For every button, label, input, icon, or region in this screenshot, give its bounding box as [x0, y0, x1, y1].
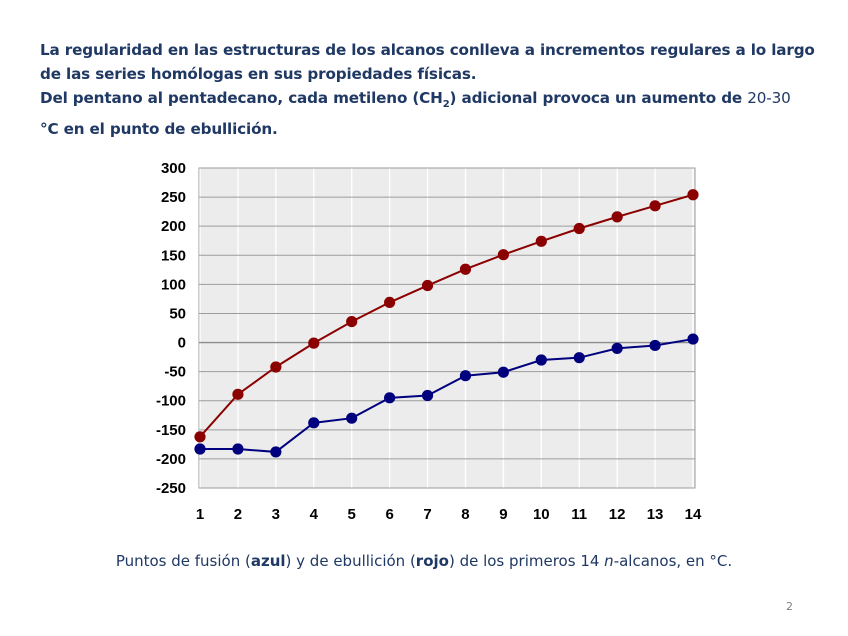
- intro-line-2-a: Del pentano al pentadecano, cada metilen…: [40, 89, 443, 107]
- y-tick-label: 200: [161, 218, 186, 235]
- y-tick-label: -200: [156, 451, 186, 468]
- series-1-point: [497, 249, 509, 261]
- y-tick-label: -250: [156, 480, 186, 497]
- intro-line-1: La regularidad en las estructuras de los…: [40, 41, 815, 83]
- series-1-point: [573, 222, 585, 235]
- series-2-point: [194, 443, 206, 455]
- x-tick-label: 7: [423, 506, 431, 523]
- y-tick-label: -150: [156, 422, 186, 439]
- y-tick-label: 150: [161, 247, 186, 264]
- series-1-point: [270, 361, 282, 373]
- caption-rojo: rojo: [415, 552, 449, 570]
- series-1-point: [421, 279, 434, 292]
- caption-azul: azul: [250, 552, 286, 570]
- intro-line-2-b: ) adicional provoca un aumento de: [449, 89, 748, 107]
- x-tick-label: 13: [647, 506, 664, 523]
- series-1-point: [194, 431, 206, 443]
- x-tick-label: 5: [348, 506, 356, 523]
- plot-area: [198, 167, 696, 489]
- series-1-point: [346, 316, 358, 328]
- x-tick-label: 4: [310, 506, 319, 523]
- series-2-point: [573, 352, 585, 364]
- series-1-point: [384, 296, 396, 308]
- x-tick-label: 2: [234, 506, 242, 523]
- series-line-1: [199, 193, 694, 438]
- x-tick-label: 8: [461, 506, 469, 523]
- y-tick-label: -100: [156, 393, 186, 410]
- x-tick-label: 3: [272, 506, 280, 523]
- grid-lines: [199, 167, 695, 489]
- caption-n: n: [604, 552, 614, 570]
- intro-temp-range: 20-30: [747, 89, 791, 107]
- x-axis-ticks: 1 2 3 4 5 6 7 8 9 10 11 12 13 14: [196, 506, 702, 523]
- series-1-point: [687, 189, 699, 201]
- page-number: 2: [786, 600, 793, 613]
- series-2-point: [308, 417, 320, 429]
- intro-line-2-c: °C en el punto de ebullición.: [40, 120, 278, 139]
- intro-subscript: 2: [442, 99, 450, 111]
- series-2-point: [421, 389, 434, 402]
- series-2-point: [346, 412, 358, 424]
- series-2-point: [270, 446, 282, 458]
- intro-text: La regularidad en las estructuras de los…: [40, 38, 830, 141]
- y-tick-label: 250: [161, 189, 186, 206]
- x-tick-label: 11: [571, 506, 587, 523]
- series-2-point: [687, 333, 699, 345]
- y-tick-label: 300: [161, 160, 186, 177]
- x-tick-label: 6: [385, 506, 393, 523]
- y-axis-ticks: 300 250 200 150 100 50 0 -50 -100 -150 -200 -250: [156, 160, 186, 497]
- y-tick-label: -50: [164, 364, 186, 381]
- x-tick-label: 12: [609, 506, 626, 523]
- series-1-point: [535, 235, 547, 247]
- series-2-point: [535, 354, 547, 366]
- caption-part-d: -alcanos, en °C.: [613, 552, 733, 570]
- caption-part-b: ) y de ebullición (: [285, 552, 416, 570]
- figure-caption: Puntos de fusión (azul) y de ebullición …: [0, 552, 848, 570]
- caption-part-c: ) de los primeros 14: [448, 552, 605, 570]
- series-2-point: [497, 366, 509, 378]
- caption-part-a: Puntos de fusión (: [115, 552, 251, 570]
- intro-line-2: Del pentano al pentadecano, cada metilen…: [40, 86, 830, 141]
- series-2-point: [459, 370, 472, 382]
- series-1-point: [649, 200, 661, 212]
- y-tick-label: 0: [178, 335, 186, 352]
- series-1-point: [232, 388, 244, 400]
- x-tick-label: 14: [685, 506, 702, 523]
- series-line-2: [200, 338, 694, 453]
- series-1-point: [611, 211, 623, 223]
- series-2-point: [649, 339, 661, 352]
- series-2-point: [611, 342, 623, 354]
- x-tick-label: 10: [533, 506, 550, 523]
- series-group: [194, 189, 699, 458]
- series-1-point: [459, 263, 472, 275]
- y-tick-label: 100: [161, 276, 186, 293]
- series-1-point: [308, 337, 320, 349]
- series-2-point: [384, 392, 396, 404]
- x-tick-label: 9: [499, 506, 507, 523]
- y-tick-label: 50: [169, 305, 186, 322]
- x-tick-label: 1: [196, 506, 204, 523]
- series-2-point: [232, 443, 244, 455]
